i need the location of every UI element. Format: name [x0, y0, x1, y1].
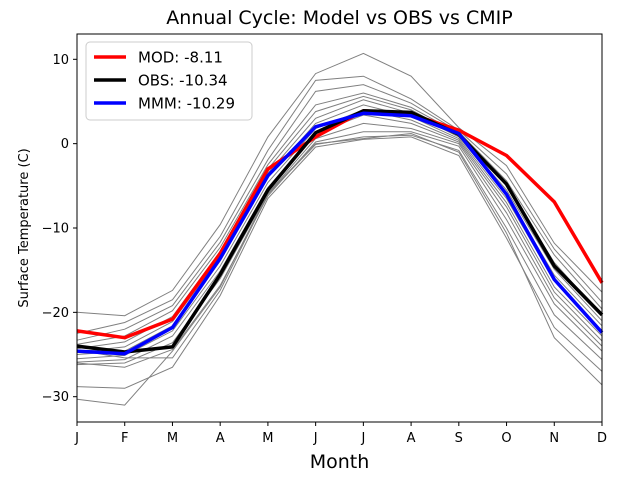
- axis-ticks: [73, 58, 603, 426]
- y-tick-label: 10: [52, 53, 69, 68]
- series-line-mod: [76, 109, 604, 340]
- x-tick-label: O: [501, 431, 511, 446]
- y-tick-label: −10: [42, 222, 69, 237]
- x-tick-label: N: [549, 431, 559, 446]
- cmip-model-line: [76, 136, 603, 389]
- x-tick-label: A: [407, 431, 416, 446]
- legend-label-mmm: MMM: -10.29: [138, 95, 235, 113]
- main-series-lines: [76, 109, 604, 356]
- cmip-model-line: [76, 52, 603, 317]
- x-tick-label: M: [262, 431, 273, 446]
- x-tick-label: S: [455, 431, 463, 446]
- x-tick-label: F: [121, 431, 128, 446]
- cmip-model-line: [76, 131, 603, 368]
- cmip-model-line: [76, 132, 603, 406]
- legend: MOD: -8.11 OBS: -10.34 MMM: -10.29: [85, 41, 253, 121]
- series-line-mmm: [76, 111, 604, 356]
- x-tick-label: M: [167, 431, 178, 446]
- y-axis-label: Surface Temperature (C): [17, 148, 32, 307]
- cmip-model-line: [76, 84, 603, 341]
- plot-frame: [76, 33, 603, 423]
- x-tick-label: J: [74, 431, 79, 446]
- x-tick-label: A: [216, 431, 225, 446]
- y-tick-label: 0: [61, 137, 69, 152]
- legend-box: [85, 41, 253, 121]
- x-tick-label: J: [360, 431, 365, 446]
- cmip-model-line: [76, 75, 603, 334]
- x-tick-label: D: [597, 431, 607, 446]
- x-axis-label: Month: [310, 451, 370, 473]
- y-tick-labels: 10 0 −10 −20 −30: [42, 53, 69, 405]
- legend-label-obs: OBS: -10.34: [138, 72, 228, 90]
- chart-title: Annual Cycle: Model vs OBS vs CMIP: [166, 7, 512, 29]
- y-tick-label: −30: [42, 390, 69, 405]
- y-tick-label: −20: [42, 306, 69, 321]
- legend-label-mod: MOD: -8.11: [138, 49, 223, 67]
- x-tick-label: J: [313, 431, 318, 446]
